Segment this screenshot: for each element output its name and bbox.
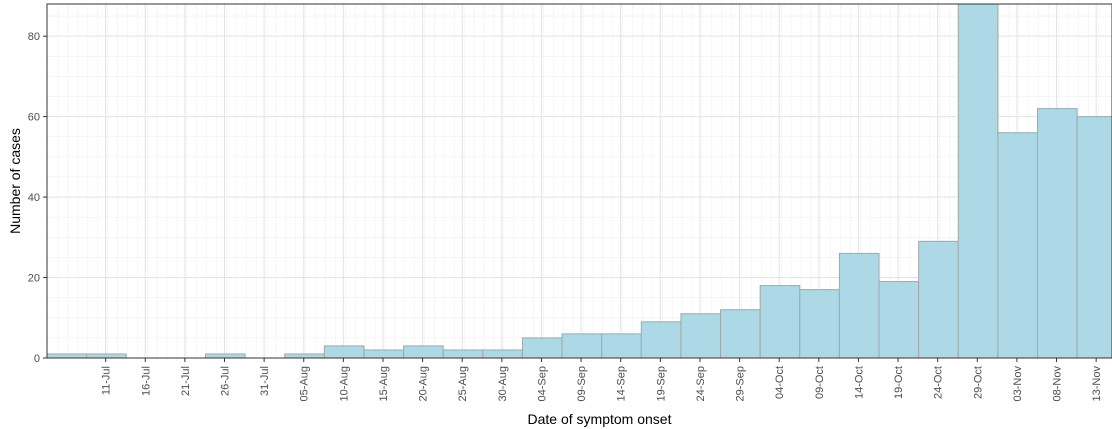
x-tick-label: 25-Aug: [457, 366, 469, 401]
x-tick-label: 10-Aug: [338, 366, 350, 401]
histogram-bar: [957, 3, 999, 359]
histogram-bar: [918, 240, 959, 359]
x-tick-label: 13-Nov: [1091, 366, 1103, 402]
histogram-bar: [363, 349, 405, 359]
y-tick-label: 60: [28, 112, 40, 124]
y-tick-label: 0: [34, 353, 40, 365]
x-tick-label: 04-Oct: [774, 366, 786, 399]
y-axis-title: Number of cases: [7, 128, 23, 234]
histogram-bar: [838, 252, 880, 359]
x-tick-label: 19-Sep: [655, 366, 667, 401]
x-tick-label: 24-Oct: [933, 366, 945, 399]
histogram-bar: [46, 353, 88, 359]
x-axis: 11-Jul 16-Jul 21-Jul 26-Jul 31-Jul 05-Aug 10-A…: [101, 358, 1103, 402]
histogram-bar: [640, 321, 682, 359]
y-tick-label: 20: [28, 273, 40, 285]
x-tick-label: 30-Aug: [497, 366, 509, 401]
x-tick-label: 05-Aug: [299, 366, 311, 401]
y-tick-label: 80: [28, 31, 40, 43]
x-tick-label: 03-Nov: [1012, 366, 1024, 402]
histogram-bar: [759, 285, 801, 359]
x-axis-title: Date of symptom onset: [528, 411, 672, 427]
y-axis: 0 20 40 60 80: [28, 31, 47, 365]
x-tick-label: 29-Oct: [972, 366, 984, 399]
y-tick-label: 40: [28, 192, 40, 204]
x-tick-label: 15-Aug: [378, 366, 390, 401]
histogram-bar: [521, 337, 563, 359]
histogram-bar: [442, 349, 484, 359]
x-tick-label: 21-Jul: [180, 366, 192, 396]
histogram-bar: [997, 132, 1039, 359]
x-tick-label: 11-Jul: [101, 366, 113, 395]
histogram-bar: [720, 309, 761, 359]
histogram-bar: [799, 289, 840, 359]
histogram-bar: [403, 345, 444, 359]
grid-lines: [47, 4, 1112, 359]
x-tick-label: 14-Oct: [853, 366, 865, 399]
panel-border: [46, 3, 1112, 359]
histogram-bar: [601, 333, 642, 359]
x-tick-label: 20-Aug: [418, 366, 430, 401]
histogram-bar: [878, 281, 920, 359]
x-tick-label: 16-Jul: [140, 366, 152, 396]
x-tick-label: 19-Oct: [893, 366, 905, 399]
x-tick-label: 26-Jul: [220, 366, 232, 396]
x-tick-label: 09-Oct: [814, 366, 826, 399]
histogram-bar: [561, 333, 603, 359]
histogram-bar: [680, 313, 722, 359]
x-tick-label: 24-Sep: [695, 366, 707, 401]
x-tick-label: 04-Sep: [536, 366, 548, 401]
x-tick-label: 31-Jul: [259, 366, 271, 396]
histogram-bar: [86, 353, 127, 359]
x-tick-label: 14-Sep: [616, 366, 628, 401]
histogram-bar: [204, 353, 246, 359]
histogram-bar: [284, 353, 325, 359]
histogram-bar: [482, 349, 523, 359]
histogram-bar: [1037, 108, 1078, 359]
x-tick-label: 29-Sep: [735, 366, 747, 401]
histogram-bar: [1076, 116, 1112, 359]
x-tick-label: 09-Sep: [576, 366, 588, 401]
x-tick-label: 08-Nov: [1052, 366, 1064, 402]
histogram-bar: [323, 345, 365, 359]
